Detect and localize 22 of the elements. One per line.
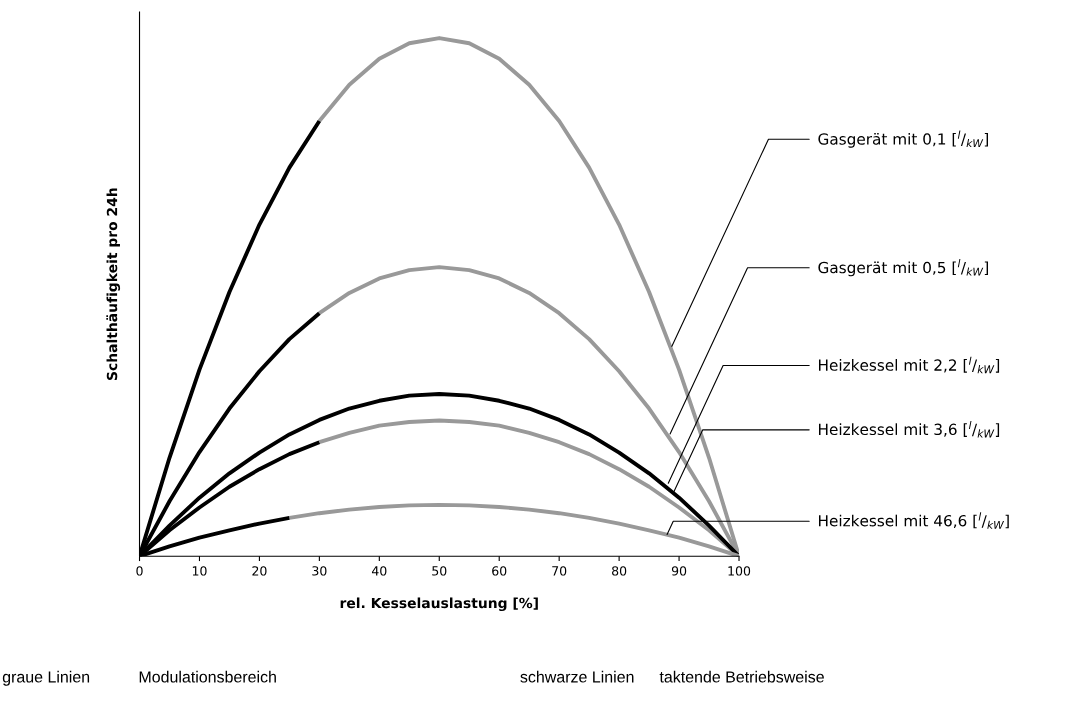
x-tick-label: 80 bbox=[612, 566, 627, 576]
annotation: Heizkessel mit 2,2 [$^{l}$/$_{kW}$] bbox=[819, 356, 1000, 374]
annotation: Heizkessel mit 3,6 [$^{l}$/$_{kW}$] bbox=[819, 420, 1000, 438]
text: Modulationsbereich bbox=[139, 670, 276, 683]
text: schwarze Linien bbox=[520, 670, 634, 683]
x-tick-label: 100 bbox=[728, 566, 751, 576]
x-tick-label: 70 bbox=[552, 566, 567, 576]
x-tick-label: 60 bbox=[492, 566, 507, 576]
x-tick-label: 0 bbox=[136, 566, 143, 576]
text: taktende Betriebsweise bbox=[659, 670, 824, 683]
x-tick-label: 10 bbox=[192, 566, 207, 576]
x-tick-label: 20 bbox=[252, 566, 267, 576]
x-tick-label: 50 bbox=[432, 566, 447, 576]
y-axis-title: Schalthäufigkeit pro 24h bbox=[106, 188, 121, 381]
annotation: Gasgerät mit 0,5 [$^{l}$/$_{kW}$] bbox=[818, 259, 988, 277]
x-tick-label: 40 bbox=[371, 566, 387, 576]
x-tick-label: 30 bbox=[312, 566, 327, 576]
text: graue Linien bbox=[2, 670, 90, 686]
x-tick-label: 90 bbox=[671, 566, 687, 576]
annotation: Gasgerät mit 0,1 [$^{l}$/$_{kW}$] bbox=[818, 130, 988, 148]
x-axis-title: rel. Kesselauslastung [%] bbox=[340, 597, 538, 612]
annotation: Heizkessel mit 46,6 [$^{l}$/$_{kW}$] bbox=[819, 512, 1009, 529]
